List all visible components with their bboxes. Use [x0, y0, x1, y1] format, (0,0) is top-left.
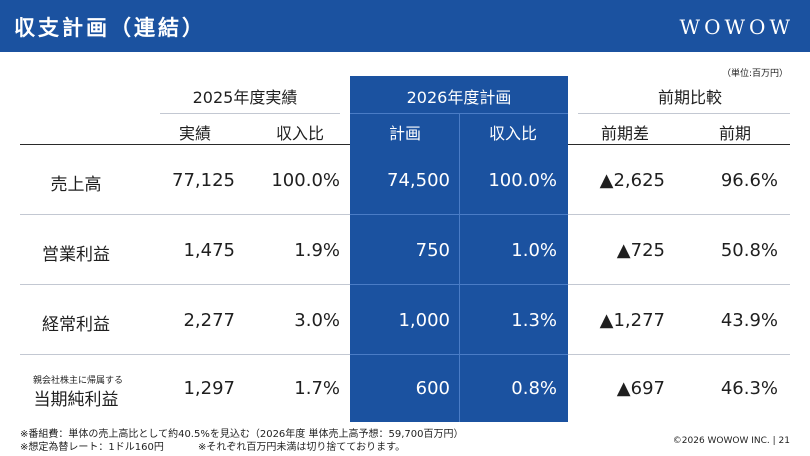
subheader-plan-ratio: 収入比 — [488, 124, 537, 143]
row-label-net-income-prefix: 親会社株主に帰属する — [32, 376, 123, 386]
row-label-ordinary-profit: 経常利益 — [42, 315, 110, 335]
cell-actual: 2,277 — [183, 310, 235, 331]
row-divider — [350, 284, 568, 285]
subheader-actual-ratio: 収入比 — [275, 124, 324, 143]
cell-prev: 50.8% — [720, 240, 778, 261]
cell-actual-ratio: 1.7% — [294, 378, 340, 399]
cell-prev: 96.6% — [720, 170, 778, 191]
cell-actual: 77,125 — [172, 170, 235, 191]
cell-diff: ▲725 — [616, 240, 665, 261]
plan-column-divider — [459, 114, 460, 422]
copyright: ©2026 WOWOW INC. | 21 — [672, 436, 790, 446]
unit-note: （単位:百万円） — [721, 69, 788, 79]
row-divider — [350, 214, 568, 215]
row-divider — [20, 354, 350, 355]
group-header-compare: 前期比較 — [657, 88, 722, 107]
row-divider — [568, 214, 790, 215]
row-divider — [20, 214, 350, 215]
row-label-sales: 売上高 — [50, 175, 102, 195]
subheader-prev: 前期 — [718, 124, 751, 143]
subheader-diff: 前期差 — [600, 124, 649, 143]
row-divider — [568, 354, 790, 355]
row-label-net-income: 当期純利益 — [33, 390, 119, 410]
cell-plan-ratio: 1.3% — [511, 310, 557, 331]
group-header-plan: 2026年度計画 — [406, 88, 512, 107]
row-divider — [350, 354, 568, 355]
table-header-rule-right — [568, 144, 790, 145]
table-header-rule-left — [20, 144, 350, 145]
cell-prev: 43.9% — [720, 310, 778, 331]
footnote-rounding: ※それぞれ百万円未満は切り捨てております。 — [198, 442, 406, 453]
cell-plan: 600 — [415, 378, 450, 399]
cell-plan: 74,500 — [387, 170, 450, 191]
cell-plan: 1,000 — [398, 310, 450, 331]
cell-actual-ratio: 1.9% — [294, 240, 340, 261]
cell-actual-ratio: 100.0% — [271, 170, 340, 191]
footnote-exchange-rate: ※想定為替レート：1ドル160円 — [20, 442, 164, 453]
cell-diff: ▲1,277 — [599, 310, 665, 331]
cell-diff: ▲2,625 — [599, 170, 665, 191]
row-divider — [20, 284, 350, 285]
cell-plan-ratio: 100.0% — [488, 170, 557, 191]
compare-header-divider — [578, 113, 790, 114]
subheader-actual: 実績 — [178, 124, 211, 143]
row-divider — [568, 284, 790, 285]
cell-plan-ratio: 0.8% — [511, 378, 557, 399]
cell-plan-ratio: 1.0% — [511, 240, 557, 261]
page-title: 収支計画（連結） — [14, 16, 206, 40]
cell-actual-ratio: 3.0% — [294, 310, 340, 331]
footnote-program-cost: ※番組費：単体の売上高比として約40.5%を見込む（2026年度 単体売上高予想… — [20, 429, 464, 440]
cell-actual: 1,297 — [183, 378, 235, 399]
cell-prev: 46.3% — [720, 378, 778, 399]
cell-plan: 750 — [415, 240, 450, 261]
group-header-actual: 2025年度実績 — [192, 88, 298, 107]
cell-actual: 1,475 — [183, 240, 235, 261]
actual-header-divider — [160, 113, 340, 114]
cell-diff: ▲697 — [616, 378, 665, 399]
header-bar: 収支計画（連結） WOWOW — [0, 0, 810, 52]
row-label-operating-profit: 営業利益 — [42, 245, 110, 265]
plan-header-divider — [350, 113, 568, 114]
wowow-logo: WOWOW — [679, 15, 794, 39]
subheader-plan: 計画 — [388, 124, 421, 143]
